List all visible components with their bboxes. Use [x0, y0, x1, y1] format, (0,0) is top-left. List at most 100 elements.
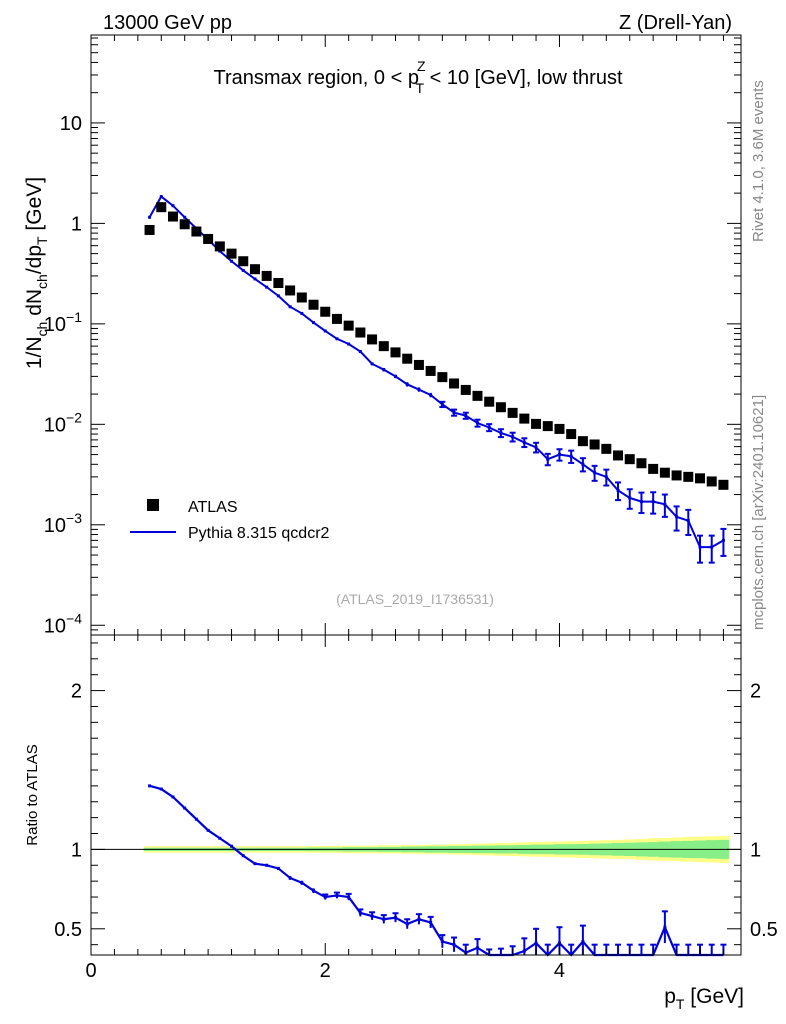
atlas-point: [577, 436, 588, 447]
atlas-point: [378, 341, 389, 352]
atlas-point: [542, 421, 553, 432]
x-tick-label: 0: [85, 960, 96, 982]
ratio-y-tick-label: 0.5: [54, 919, 82, 941]
title-part-post: < 10 [GeV], low thrust: [424, 67, 623, 89]
atlas-point: [261, 270, 272, 281]
ratio-point: [522, 949, 526, 953]
ratio-point: [417, 917, 421, 921]
pythia-point: [347, 342, 351, 346]
atlas-point: [425, 365, 436, 376]
atlas-point: [449, 378, 460, 389]
pythia-point: [698, 545, 702, 549]
main-frame: [90, 34, 742, 636]
pythia-point: [534, 445, 538, 449]
ratio-point: [663, 925, 667, 929]
ratio-point: [370, 914, 374, 918]
atlas-point: [566, 429, 577, 440]
atlas-point: [367, 334, 378, 345]
main-y-tick-label: 10−4: [44, 610, 82, 637]
atlas-point: [601, 443, 612, 454]
pythia-point: [593, 471, 597, 475]
pythia-point: [475, 421, 479, 425]
atlas-point: [273, 278, 284, 289]
pythia-point: [276, 294, 280, 298]
pythia-point: [710, 545, 714, 549]
pythia-point: [721, 538, 725, 542]
ratio-data: [148, 784, 727, 957]
ratio-point: [206, 828, 210, 832]
header-right: Z (Drell-Yan): [619, 12, 732, 34]
ratio-point: [265, 863, 269, 867]
legend-atlas-marker: [147, 499, 159, 511]
pythia-point: [581, 462, 585, 466]
ratio-point: [218, 836, 222, 840]
atlas-point: [238, 256, 249, 267]
pythia-point: [382, 368, 386, 372]
ratio-point: [241, 854, 245, 858]
ratio-x-axis-label: pT [GeV]: [664, 985, 744, 1012]
atlas-point: [226, 248, 237, 259]
legend: ATLAS Pythia 8.315 qcdcr2: [130, 499, 330, 542]
x-tick-label: 2: [320, 960, 331, 982]
ratio-point: [382, 917, 386, 921]
main-title: Transmax region, 0 < pZ T < 10 [GeV], low…: [213, 58, 622, 96]
pythia-series-line: [148, 195, 724, 549]
atlas-point: [554, 423, 565, 434]
pythia-point: [358, 350, 362, 354]
atlas-point: [589, 439, 600, 450]
main-y-tick-label: 10−2: [44, 409, 82, 436]
atlas-point: [624, 454, 635, 465]
ratio-point: [581, 940, 585, 944]
atlas-point: [343, 320, 354, 331]
pythia-point: [569, 454, 573, 458]
ratio-point: [405, 922, 409, 926]
pythia-point: [265, 285, 269, 289]
ratio-point: [288, 876, 292, 880]
x-tick-label: 4: [554, 960, 565, 982]
atlas-point: [495, 402, 506, 413]
atlas-point: [285, 285, 296, 296]
pythia-point: [405, 382, 409, 386]
rivet-label: Rivet 4.1.0, 3.6M events: [750, 80, 767, 242]
legend-atlas-label: ATLAS: [188, 499, 238, 516]
atlas-point: [659, 467, 670, 478]
pythia-point: [663, 502, 667, 506]
ratio-point: [171, 795, 175, 799]
ratio-pythia-line: [149, 784, 724, 957]
atlas-point: [695, 473, 706, 484]
atlas-point: [671, 470, 682, 481]
pythia-point: [487, 425, 491, 429]
atlas-point: [308, 299, 319, 310]
main-y-tick-label: 10: [60, 113, 82, 135]
pythia-point: [686, 519, 690, 523]
atlas-point: [413, 359, 424, 370]
ratio-point: [276, 866, 280, 870]
ratio-frame: [90, 634, 742, 956]
header-left: 13000 GeV pp: [103, 12, 232, 34]
mcplots-label: mcplots.cern.ch [arXiv:2401.10621]: [750, 395, 767, 630]
title-sub: T: [416, 80, 425, 96]
title-part-pre: Transmax region, 0 < p: [213, 67, 418, 89]
pythia-point: [253, 277, 257, 281]
watermark: (ATLAS_2019_I1736531): [336, 591, 494, 607]
atlas-point: [472, 390, 483, 401]
main-y-tick-labels: 10 1 10−1 10−2 10−3 10−4: [44, 113, 82, 637]
ratio-y-tick-label-right: 2: [750, 681, 761, 703]
title-sup: Z: [417, 58, 426, 74]
ratio-point: [452, 943, 456, 947]
pythia-point: [429, 393, 433, 397]
main-y-tick-label: 1: [71, 213, 82, 235]
pythia-point: [183, 215, 187, 219]
ratio-point: [347, 895, 351, 899]
pythia-point: [288, 305, 292, 309]
pythia-point: [159, 195, 163, 199]
atlas-point: [167, 211, 178, 222]
main-panel: 10 1 10−1 10−2 10−3 10−4 Transmax region, 0 <…: [23, 34, 742, 637]
pythia-point: [522, 440, 526, 444]
atlas-point: [296, 292, 307, 303]
pythia-point: [171, 204, 175, 208]
atlas-point: [179, 219, 190, 230]
pythia-point: [323, 329, 327, 333]
pythia-point: [440, 402, 444, 406]
